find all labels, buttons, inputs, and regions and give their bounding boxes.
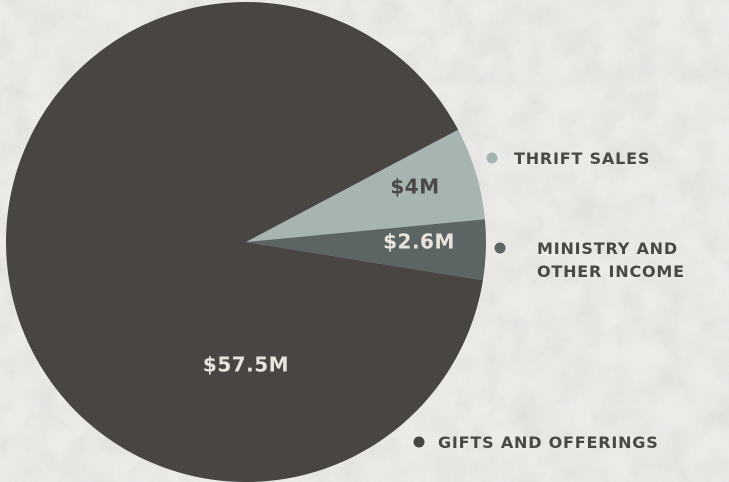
legend-marker <box>486 152 498 164</box>
legend-marker <box>494 242 506 254</box>
legend-item: THRIFT SALES <box>486 149 650 168</box>
pie-slice-gifts-and-offerings <box>6 2 483 482</box>
legend-label: MINISTRY AND <box>537 239 678 258</box>
pie-slices <box>6 2 486 482</box>
legend-marker <box>413 436 425 448</box>
slice-value-labels: $4M $2.6M $57.5M <box>203 175 455 377</box>
legend-label: THRIFT SALES <box>514 149 650 168</box>
legend-item: GIFTS AND OFFERINGS <box>413 433 659 452</box>
legend: THRIFT SALES MINISTRY AND OTHER INCOME GIFT… <box>413 149 685 452</box>
slice-value-label: $4M <box>390 175 439 199</box>
slice-value-label: $57.5M <box>203 353 289 377</box>
pie-slice-thrift-sales <box>246 129 485 242</box>
legend-item: MINISTRY AND OTHER INCOME <box>494 239 685 281</box>
pie-slice-ministry-and-other-income <box>246 219 486 281</box>
slice-value-label: $2.6M <box>383 230 455 254</box>
legend-label: OTHER INCOME <box>537 262 685 281</box>
legend-label: GIFTS AND OFFERINGS <box>438 433 659 452</box>
